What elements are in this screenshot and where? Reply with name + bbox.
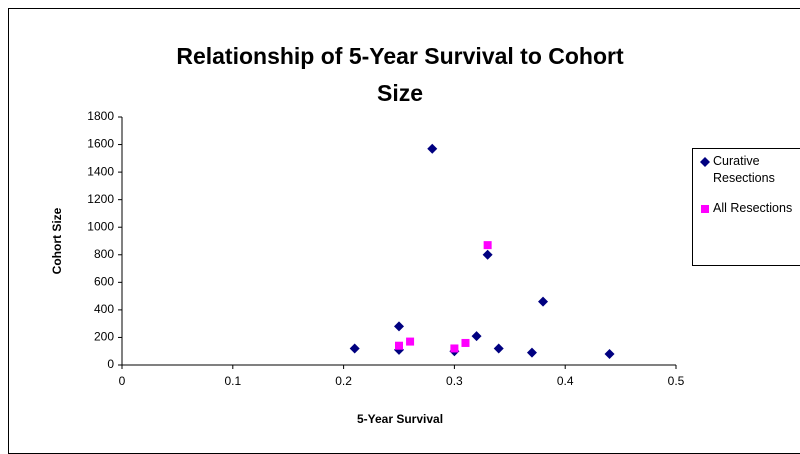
y-axis-label: Cohort Size <box>50 207 64 274</box>
legend-box <box>692 148 800 266</box>
point <box>482 249 493 260</box>
x-tick-label: 0.3 <box>446 374 463 388</box>
point <box>450 344 459 353</box>
y-tick-label: 200 <box>94 330 114 344</box>
point <box>427 143 438 154</box>
y-tick-label: 1400 <box>87 164 114 178</box>
x-tick-label: 0.5 <box>668 374 685 388</box>
point <box>604 348 615 359</box>
chart-title: Relationship of 5-Year Survival to Cohor… <box>176 43 624 106</box>
y-tick-label: 1200 <box>87 192 114 206</box>
x-tick-label: 0.4 <box>557 374 574 388</box>
y-tick-label: 1600 <box>87 137 114 151</box>
y-tick-label: 1800 <box>87 109 114 123</box>
x-axis-label: 5-Year Survival <box>357 412 443 426</box>
y-tick-label: 1000 <box>87 219 114 233</box>
y-tick-label: 400 <box>94 302 114 316</box>
point <box>394 321 404 332</box>
point <box>349 343 360 354</box>
point <box>493 343 504 354</box>
point <box>461 338 470 347</box>
point <box>483 241 492 250</box>
x-tick-label: 0.2 <box>335 374 352 388</box>
point <box>526 347 537 358</box>
point <box>395 341 403 350</box>
legend-label: Curative Resections <box>713 154 775 185</box>
point <box>406 337 415 346</box>
legend-label: All Resections <box>713 201 793 215</box>
x-tick-label: 0 <box>119 374 126 388</box>
x-tick-label: 0.1 <box>224 374 241 388</box>
point <box>471 331 482 342</box>
point <box>538 296 549 307</box>
y-tick-label: 600 <box>94 275 114 289</box>
y-tick-label: 800 <box>94 247 114 261</box>
point <box>701 205 709 213</box>
y-tick-label: 0 <box>107 357 114 371</box>
point <box>700 157 710 167</box>
